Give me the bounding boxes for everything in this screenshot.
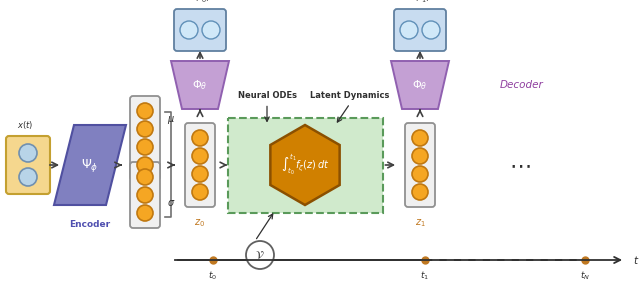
FancyBboxPatch shape bbox=[6, 136, 50, 194]
Polygon shape bbox=[171, 61, 229, 109]
Text: $\Psi_\phi$: $\Psi_\phi$ bbox=[81, 156, 99, 174]
Text: $\Phi_\theta$: $\Phi_\theta$ bbox=[412, 78, 428, 92]
Circle shape bbox=[400, 21, 418, 39]
Circle shape bbox=[192, 184, 208, 200]
Circle shape bbox=[137, 187, 153, 203]
Circle shape bbox=[192, 130, 208, 146]
Circle shape bbox=[412, 130, 428, 146]
Text: Latent Dynamics: Latent Dynamics bbox=[310, 91, 390, 100]
Text: $\mu$: $\mu$ bbox=[167, 114, 175, 126]
Text: $\hat{x}(t_0)$: $\hat{x}(t_0)$ bbox=[189, 0, 211, 5]
Polygon shape bbox=[270, 125, 340, 205]
Text: Encoder: Encoder bbox=[69, 220, 111, 229]
Circle shape bbox=[202, 21, 220, 39]
Text: $\Phi_\theta$: $\Phi_\theta$ bbox=[192, 78, 208, 92]
Circle shape bbox=[137, 157, 153, 173]
FancyBboxPatch shape bbox=[174, 9, 226, 51]
FancyBboxPatch shape bbox=[227, 118, 383, 212]
Text: $\sigma$: $\sigma$ bbox=[167, 198, 175, 208]
Circle shape bbox=[137, 103, 153, 119]
Text: $x(t)$: $x(t)$ bbox=[17, 119, 33, 131]
Circle shape bbox=[246, 241, 274, 269]
Text: $z_1$: $z_1$ bbox=[415, 217, 426, 229]
Circle shape bbox=[180, 21, 198, 39]
Text: $z_0$: $z_0$ bbox=[195, 217, 205, 229]
Text: $t_0$: $t_0$ bbox=[209, 270, 218, 283]
Circle shape bbox=[192, 166, 208, 182]
Text: $t_1$: $t_1$ bbox=[420, 270, 429, 283]
Circle shape bbox=[412, 148, 428, 164]
FancyBboxPatch shape bbox=[405, 123, 435, 207]
Text: $\int_{t_0}^{t_1} f_\zeta(z)\,dt$: $\int_{t_0}^{t_1} f_\zeta(z)\,dt$ bbox=[281, 153, 329, 178]
Text: Decoder: Decoder bbox=[500, 80, 544, 90]
Circle shape bbox=[137, 169, 153, 185]
Text: $\cdots$: $\cdots$ bbox=[509, 155, 531, 175]
Text: Neural ODEs: Neural ODEs bbox=[237, 91, 296, 100]
Circle shape bbox=[192, 148, 208, 164]
Circle shape bbox=[137, 121, 153, 137]
Circle shape bbox=[422, 21, 440, 39]
Circle shape bbox=[412, 166, 428, 182]
Polygon shape bbox=[391, 61, 449, 109]
Polygon shape bbox=[54, 125, 126, 205]
Circle shape bbox=[19, 168, 37, 186]
FancyBboxPatch shape bbox=[130, 96, 160, 180]
FancyBboxPatch shape bbox=[394, 9, 446, 51]
FancyBboxPatch shape bbox=[130, 162, 160, 228]
Text: $\hat{x}(t_1)$: $\hat{x}(t_1)$ bbox=[409, 0, 431, 5]
Circle shape bbox=[137, 139, 153, 155]
Circle shape bbox=[412, 184, 428, 200]
FancyBboxPatch shape bbox=[185, 123, 215, 207]
Circle shape bbox=[19, 144, 37, 162]
Text: $t$: $t$ bbox=[633, 254, 639, 266]
Text: $\mathcal{V}$: $\mathcal{V}$ bbox=[255, 249, 265, 261]
Text: $t_N$: $t_N$ bbox=[580, 270, 590, 283]
Circle shape bbox=[137, 205, 153, 221]
